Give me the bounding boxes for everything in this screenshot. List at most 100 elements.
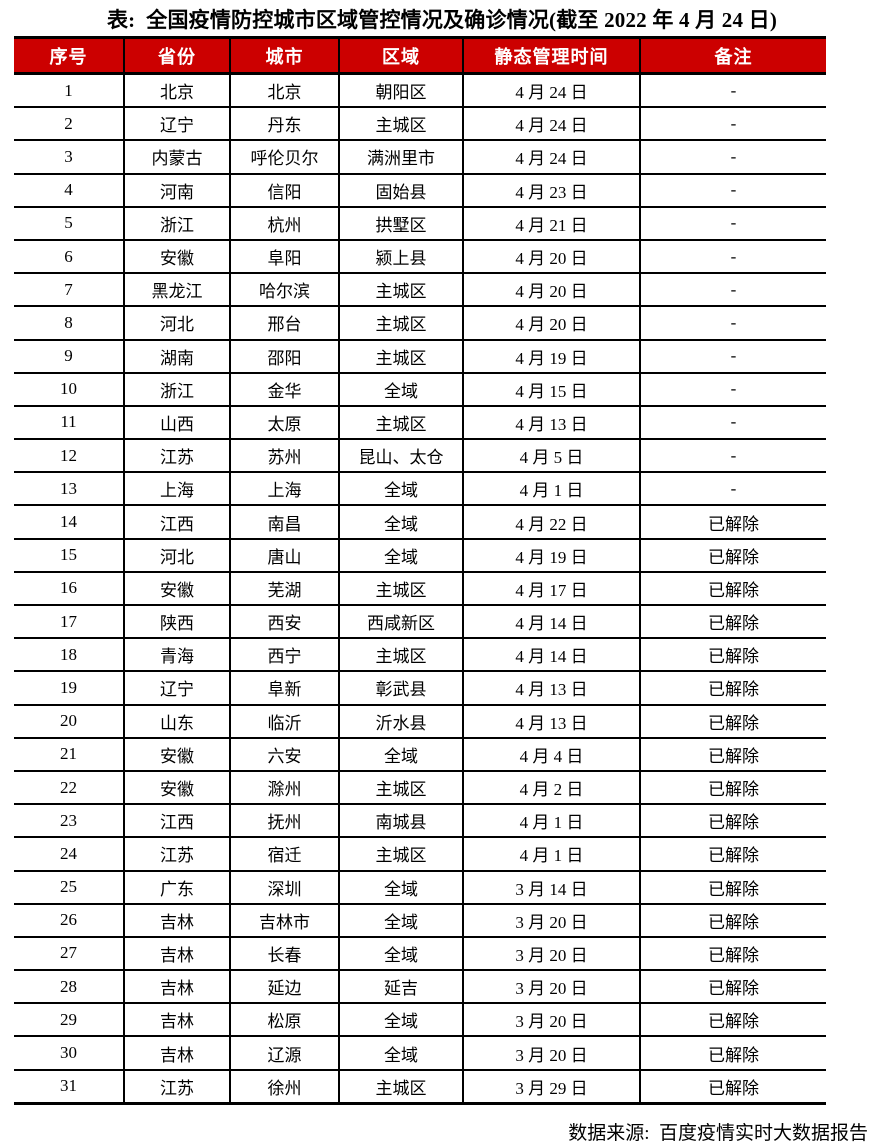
cell-index: 21	[14, 737, 124, 772]
cell-static-management-date: 4 月 19 日	[462, 339, 640, 374]
cell-static-management-date: 4 月 1 日	[462, 804, 640, 839]
cell-note: 已解除	[639, 804, 826, 839]
cell-index: 31	[14, 1069, 124, 1105]
cell-note: -	[639, 239, 826, 275]
cell-city: 西宁	[229, 638, 339, 673]
cell-province: 青海	[123, 638, 230, 673]
cell-static-management-date: 3 月 20 日	[462, 936, 640, 972]
cell-index: 30	[14, 1036, 124, 1071]
header-cell-province: 省份	[123, 37, 230, 75]
cell-province: 辽宁	[123, 671, 230, 706]
cell-region: 主城区	[338, 339, 463, 374]
cell-static-management-date: 3 月 14 日	[462, 870, 640, 905]
cell-city: 邢台	[229, 306, 339, 341]
table-row: 4 河南 信阳 固始县 4 月 23 日-	[14, 173, 826, 208]
cell-static-management-date: 4 月 1 日	[462, 837, 640, 872]
cell-province: 吉林	[123, 1036, 230, 1071]
table-row: 21 安徽 六安 全域 4 月 4 日已解除	[14, 737, 826, 772]
cell-static-management-date: 4 月 2 日	[462, 770, 640, 806]
table-row: 11 山西 太原 主城区 4 月 13 日-	[14, 405, 826, 441]
cell-city: 长春	[229, 936, 339, 972]
cell-province: 河北	[123, 538, 230, 573]
cell-city: 深圳	[229, 870, 339, 905]
cell-region: 彰武县	[338, 671, 463, 706]
cell-index: 2	[14, 107, 124, 142]
table-row: 10 浙江 金华 全域 4 月 15 日-	[14, 372, 826, 407]
table-row: 6 安徽 阜阳 颍上县 4 月 20 日-	[14, 239, 826, 275]
cell-note: 已解除	[639, 770, 826, 806]
cell-province: 河南	[123, 173, 230, 208]
cell-note: -	[639, 107, 826, 142]
cell-note: 已解除	[639, 837, 826, 872]
cell-region: 主城区	[338, 571, 463, 607]
cell-region: 延吉	[338, 970, 463, 1005]
cell-province: 浙江	[123, 206, 230, 241]
cell-region: 主城区	[338, 107, 463, 142]
cell-city: 阜阳	[229, 239, 339, 275]
cell-index: 28	[14, 970, 124, 1005]
table-body: 1 北京 北京 朝阳区 4 月 24 日 -2 辽宁 丹东 主城区 4 月 24 日 -3 内蒙古 呼伦…	[14, 73, 826, 1105]
cell-static-management-date: 4 月 13 日	[462, 704, 640, 739]
cell-region: 全域	[338, 936, 463, 972]
table-row: 13 上海 上海 全域 4 月 1 日-	[14, 472, 826, 507]
cell-note: -	[639, 405, 826, 441]
cell-static-management-date: 4 月 24 日	[462, 140, 640, 175]
cell-city: 辽源	[229, 1036, 339, 1071]
cell-province: 河北	[123, 306, 230, 341]
cell-region: 沂水县	[338, 704, 463, 739]
cell-note: -	[639, 339, 826, 374]
cell-index: 15	[14, 538, 124, 573]
cell-static-management-date: 4 月 19 日	[462, 538, 640, 573]
cell-city: 北京	[229, 73, 339, 109]
cell-note: 已解除	[639, 538, 826, 573]
header-row: 序号 省份 城市 区域 静态管理时间 备注	[14, 37, 826, 75]
cell-region: 主城区	[338, 306, 463, 341]
cell-note: 已解除	[639, 605, 826, 640]
cell-province: 山西	[123, 405, 230, 441]
cell-note: -	[639, 372, 826, 407]
cell-region: 朝阳区	[338, 73, 463, 109]
cell-region: 昆山、太仓	[338, 439, 463, 474]
header-cell-note: 备注	[639, 37, 826, 75]
table-row: 15 河北 唐山 全域 4 月 19 日已解除	[14, 538, 826, 573]
cell-city: 松原	[229, 1003, 339, 1038]
table-row: 9 湖南 邵阳 主城区 4 月 19 日-	[14, 339, 826, 374]
cell-region: 全域	[338, 1003, 463, 1038]
cell-note: -	[639, 273, 826, 308]
cell-city: 徐州	[229, 1069, 339, 1105]
cell-index: 5	[14, 206, 124, 241]
header-cell-city: 城市	[229, 37, 339, 75]
covid-region-control-table: 序号 省份 城市 区域 静态管理时间 备注 1 北京 北京 朝阳区 4 月 24 日-2…	[14, 36, 826, 1105]
table-row: 5 浙江 杭州 拱墅区 4 月 21 日-	[14, 206, 826, 241]
cell-city: 上海	[229, 472, 339, 507]
cell-region: 主城区	[338, 638, 463, 673]
cell-note: 已解除	[639, 1036, 826, 1071]
table-row: 28 吉林 延边 延吉 3 月 20 日已解除	[14, 970, 826, 1005]
cell-note: -	[639, 439, 826, 474]
table-row: 19 辽宁 阜新 彰武县 4 月 13 日已解除	[14, 671, 826, 706]
cell-province: 山东	[123, 704, 230, 739]
table-row: 31 江苏 徐州 主城区 3 月 29 日已解除	[14, 1069, 826, 1105]
cell-note: 已解除	[639, 970, 826, 1005]
cell-index: 24	[14, 837, 124, 872]
cell-province: 陕西	[123, 605, 230, 640]
cell-index: 16	[14, 571, 124, 607]
cell-static-management-date: 4 月 4 日	[462, 737, 640, 772]
table-row: 12 江苏 苏州 昆山、太仓 4 月 5 日-	[14, 439, 826, 474]
cell-region: 全域	[338, 505, 463, 540]
cell-province: 吉林	[123, 970, 230, 1005]
cell-region: 满洲里市	[338, 140, 463, 175]
cell-static-management-date: 4 月 5 日	[462, 439, 640, 474]
table-row: 8 河北 邢台 主城区 4 月 20 日-	[14, 306, 826, 341]
cell-province: 江苏	[123, 1069, 230, 1105]
cell-province: 吉林	[123, 936, 230, 972]
cell-province: 安徽	[123, 571, 230, 607]
cell-province: 辽宁	[123, 107, 230, 142]
cell-city: 滁州	[229, 770, 339, 806]
cell-note: 已解除	[639, 571, 826, 607]
cell-note: 已解除	[639, 1003, 826, 1038]
cell-index: 17	[14, 605, 124, 640]
table-row: 2 辽宁 丹东 主城区 4 月 24 日-	[14, 107, 826, 142]
cell-region: 主城区	[338, 273, 463, 308]
cell-region: 全域	[338, 1036, 463, 1071]
